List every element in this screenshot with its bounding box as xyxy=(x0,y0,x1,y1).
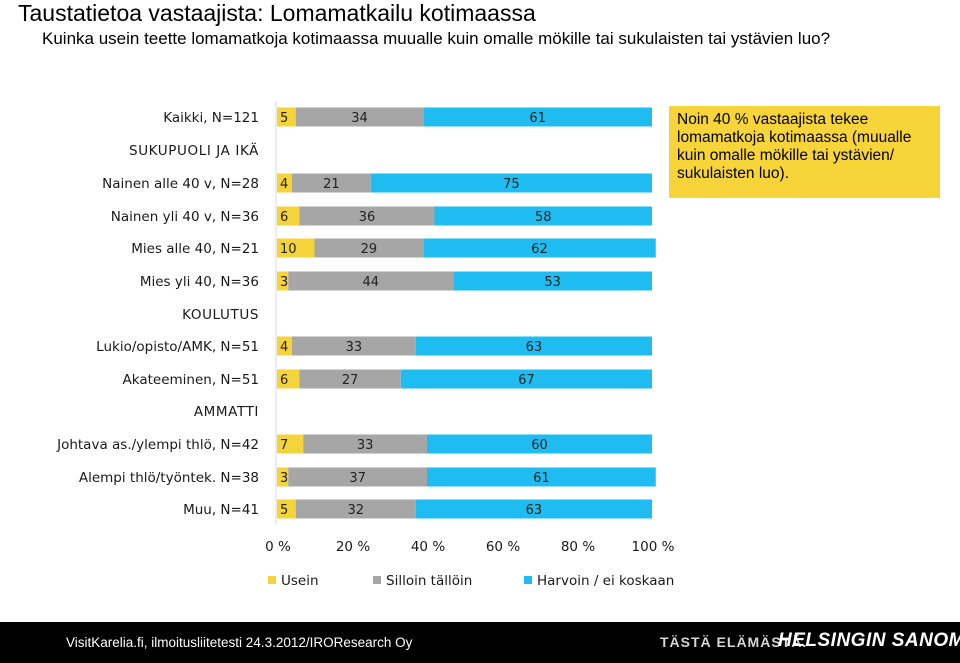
row-label: Nainen alle 40 v, N=28 xyxy=(102,176,259,192)
group-label: KOULUTUS xyxy=(182,307,259,323)
bar-segment-usein xyxy=(277,173,292,193)
bar-segment-harvoin xyxy=(423,238,656,258)
bar-segment-usein xyxy=(277,467,289,487)
data-label-harvoin: 61 xyxy=(529,111,546,126)
legend-label-silloin: Silloin tällöin xyxy=(386,573,472,589)
bar-segment-usein xyxy=(277,107,296,127)
x-tick-label: 100 % xyxy=(632,539,675,555)
legend-swatch-harvoin xyxy=(524,576,532,584)
page-subtitle: Kuinka usein teette lomamatkoja kotimaas… xyxy=(42,29,831,48)
data-label-harvoin: 58 xyxy=(535,210,552,225)
bar-segment-harvoin xyxy=(370,173,652,193)
data-label-silloin: 34 xyxy=(351,111,368,126)
data-label-usein: 5 xyxy=(280,111,288,126)
bar-segment-harvoin xyxy=(427,467,656,487)
x-tick-label: 80 % xyxy=(561,539,595,555)
bar-segment-harvoin xyxy=(415,499,652,519)
data-label-usein: 7 xyxy=(280,438,288,453)
bar-segment-harvoin xyxy=(434,206,652,226)
bar-segment-harvoin xyxy=(423,107,652,127)
bar-segment-silloin xyxy=(292,173,371,193)
data-label-harvoin: 60 xyxy=(531,438,548,453)
row-label: Mies alle 40, N=21 xyxy=(131,241,259,257)
data-label-usein: 4 xyxy=(280,177,288,192)
data-label-harvoin: 63 xyxy=(526,503,543,518)
x-tick-label: 20 % xyxy=(336,539,370,555)
bar-segment-silloin xyxy=(288,271,454,291)
data-label-usein: 3 xyxy=(280,471,288,486)
x-tick-label: 0 % xyxy=(265,539,291,555)
bar-segment-usein xyxy=(277,238,315,258)
row-label: Kaikki, N=121 xyxy=(163,110,259,126)
bar-segment-silloin xyxy=(295,499,416,519)
data-label-silloin: 33 xyxy=(357,438,374,453)
data-label-usein: 5 xyxy=(280,503,288,518)
data-label-harvoin: 75 xyxy=(503,177,520,192)
bar-segment-silloin xyxy=(299,369,401,389)
data-label-harvoin: 62 xyxy=(531,242,548,257)
row-label: Nainen yli 40 v, N=36 xyxy=(111,209,259,225)
footer-bar: VisitKarelia.fi, ilmoitusliitetesti 24.3… xyxy=(0,622,960,663)
row-label: Mies yli 40, N=36 xyxy=(140,274,259,290)
bar-segment-harvoin xyxy=(427,434,652,454)
x-tick-label: 40 % xyxy=(411,539,445,555)
data-label-harvoin: 61 xyxy=(533,471,550,486)
legend-swatch-usein xyxy=(268,576,276,584)
row-label: Alempi thlö/työntek. N=38 xyxy=(79,470,259,486)
bar-segment-silloin xyxy=(292,336,416,356)
page-title: Taustatietoa vastaajista: Lomamatkailu k… xyxy=(18,0,536,26)
data-label-usein: 6 xyxy=(280,210,288,225)
data-label-silloin: 37 xyxy=(349,471,366,486)
bar-segment-usein xyxy=(277,271,289,291)
group-label: AMMATTI xyxy=(194,404,259,420)
row-label: Muu, N=41 xyxy=(183,502,259,518)
footer-source: VisitKarelia.fi, ilmoitusliitetesti 24.3… xyxy=(66,635,413,650)
data-label-silloin: 27 xyxy=(342,373,359,388)
bar-segment-silloin xyxy=(299,206,435,226)
legend-label-harvoin: Harvoin / ei koskaan xyxy=(537,573,674,589)
data-label-silloin: 32 xyxy=(347,503,364,518)
data-label-usein: 6 xyxy=(280,373,288,388)
legend-label-usein: Usein xyxy=(281,573,319,589)
bar-segment-usein xyxy=(277,369,300,389)
bar-segment-silloin xyxy=(295,107,424,127)
helsingin-sanomat-logo: HELSINGIN SANOMAT xyxy=(778,630,960,651)
data-label-silloin: 21 xyxy=(323,177,340,192)
bar-segment-harvoin xyxy=(400,369,652,389)
bar-segment-usein xyxy=(277,499,296,519)
footer-slogan: TÄSTÄ ELÄMÄSTÄ. xyxy=(660,634,808,650)
data-label-usein: 3 xyxy=(280,275,288,290)
row-label: Johtava as./ylempi thlö, N=42 xyxy=(56,437,259,453)
data-label-harvoin: 63 xyxy=(526,340,543,355)
bar-segment-silloin xyxy=(288,467,427,487)
x-tick-label: 60 % xyxy=(486,539,520,555)
data-label-usein: 4 xyxy=(280,340,288,355)
bar-segment-silloin xyxy=(303,434,427,454)
data-label-silloin: 36 xyxy=(359,210,376,225)
data-label-silloin: 33 xyxy=(346,340,363,355)
group-label: SUKUPUOLI JA IKÄ xyxy=(129,141,259,159)
bar-segment-usein xyxy=(277,434,304,454)
data-label-harvoin: 67 xyxy=(518,373,535,388)
bar-segment-harvoin xyxy=(415,336,652,356)
data-label-usein: 10 xyxy=(280,242,297,257)
data-label-silloin: 29 xyxy=(361,242,378,257)
bar-segment-usein xyxy=(277,336,292,356)
bar-segment-harvoin xyxy=(453,271,652,291)
row-label: Akateeminen, N=51 xyxy=(123,372,259,388)
bar-segment-silloin xyxy=(314,238,424,258)
row-label: Lukio/opisto/AMK, N=51 xyxy=(96,339,259,355)
bar-segment-usein xyxy=(277,206,300,226)
data-label-harvoin: 53 xyxy=(544,275,561,290)
data-label-silloin: 44 xyxy=(362,275,379,290)
legend-swatch-silloin xyxy=(373,576,381,584)
note-box: Noin 40 % vastaajista tekee lomamatkoja … xyxy=(669,106,940,198)
